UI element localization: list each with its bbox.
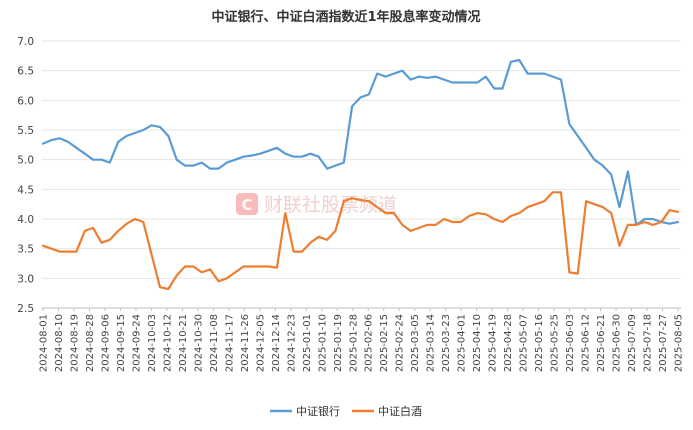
x-tick-label: 2025-07-27: [658, 314, 669, 372]
y-tick-label: 6.5: [17, 66, 34, 78]
y-tick-label: 3.0: [17, 273, 34, 285]
x-tick-label: 2025-02-24: [395, 314, 406, 372]
watermark-logo-letter: C: [241, 196, 252, 214]
x-tick-label: 2024-08-28: [85, 314, 96, 372]
x-axis-ticks: 2024-08-01 2024-08-10 2024-08-19 2024-08-28…: [39, 308, 685, 372]
x-tick-label: 2024-10-21: [178, 314, 189, 372]
x-tick-label: 2025-04-01: [457, 314, 468, 372]
x-tick-label: 2024-11-17: [224, 314, 235, 372]
series-lines: [41, 58, 680, 291]
x-tick-label: 2025-03-05: [410, 314, 421, 372]
x-tick-label: 2025-06-30: [612, 314, 623, 372]
x-tick-label: 2025-03-23: [441, 314, 452, 372]
watermark-text: 财联社股票频道: [264, 194, 397, 216]
x-tick-label: 2025-06-21: [596, 314, 607, 372]
legend-label: 中证银行: [296, 404, 340, 418]
cailian-logo-icon: [236, 193, 258, 215]
x-tick-label: 2025-04-10: [472, 314, 483, 372]
x-tick-label: 2025-03-14: [426, 314, 437, 372]
x-tick-label: 2024-09-24: [131, 314, 142, 372]
x-tick-label: 2025-04-19: [488, 314, 499, 372]
x-tick-label: 2025-01-28: [348, 314, 359, 372]
y-tick-label: 6.0: [17, 95, 34, 107]
x-tick-label: 2024-09-15: [116, 314, 127, 372]
legend-label: 中证白酒: [378, 404, 422, 418]
x-tick-label: 2025-01-10: [317, 314, 328, 372]
y-tick-label: 5.0: [17, 155, 34, 167]
x-tick-label: 2024-09-06: [100, 314, 111, 372]
x-tick-label: 2025-06-03: [565, 314, 576, 372]
x-tick-label: 2024-10-12: [162, 314, 173, 372]
x-tick-label: 2024-12-23: [286, 314, 297, 372]
x-tick-label: 2025-02-15: [379, 314, 390, 372]
x-tick-label: 2025-07-09: [627, 314, 638, 372]
series-line: [41, 58, 680, 226]
y-tick-label: 4.5: [17, 184, 34, 196]
y-tick-label: 2.5: [17, 303, 34, 315]
x-tick-label: 2024-10-30: [193, 314, 204, 372]
x-tick-label: 2024-12-05: [255, 314, 266, 372]
x-tick-label: 2024-10-03: [147, 314, 158, 372]
x-tick-label: 2025-02-06: [364, 314, 375, 372]
x-tick-label: 2025-05-07: [519, 314, 530, 372]
x-tick-label: 2024-08-01: [39, 314, 50, 372]
x-tick-label: 2025-01-19: [333, 314, 344, 372]
x-tick-label: 2024-11-26: [240, 314, 251, 372]
x-tick-label: 2025-08-05: [674, 314, 685, 372]
legend: 中证银行 中证白酒: [270, 404, 422, 418]
x-tick-label: 2024-11-08: [209, 314, 220, 372]
x-tick-label: 2025-05-16: [534, 314, 545, 372]
x-tick-label: 2024-12-14: [271, 314, 282, 372]
x-tick-label: 2024-08-10: [54, 314, 65, 372]
x-tick-label: 2024-08-19: [69, 314, 80, 372]
y-axis-ticks: 7.0 6.5 6.0 5.5 5.0 4.5 4.0 3.5 3.0 2.5: [17, 36, 34, 315]
y-tick-label: 5.5: [17, 125, 34, 137]
chart-title: 中证银行、中证白酒指数近1年股息率变动情况: [211, 9, 480, 25]
x-tick-label: 2025-07-18: [643, 314, 654, 372]
x-tick-label: 2025-05-25: [550, 314, 561, 372]
series-line: [41, 191, 680, 291]
x-tick-label: 2025-01-01: [302, 314, 313, 372]
y-tick-label: 7.0: [17, 36, 34, 48]
y-tick-label: 4.0: [17, 214, 34, 226]
x-tick-label: 2025-06-12: [581, 314, 592, 372]
grid: [42, 40, 681, 279]
x-tick-label: 2025-04-28: [503, 314, 514, 372]
y-tick-label: 3.5: [17, 244, 34, 256]
